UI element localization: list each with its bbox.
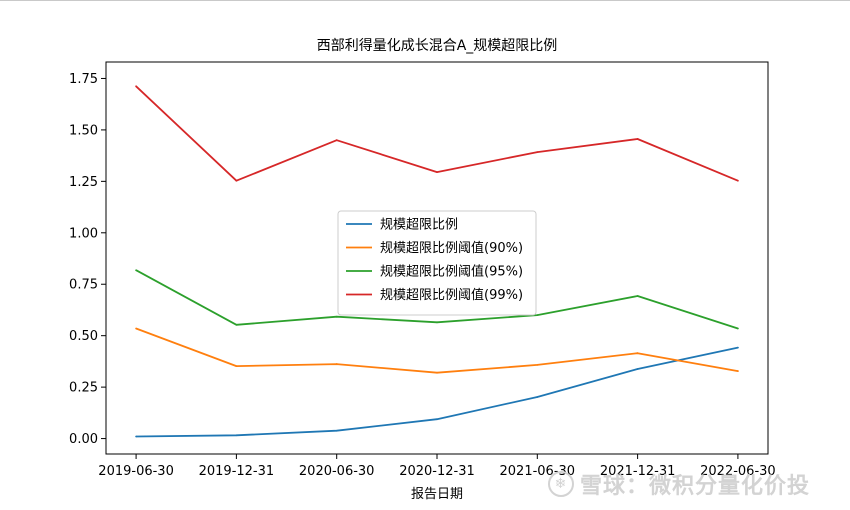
y-tick-label: 0.50	[69, 329, 98, 344]
data-point	[536, 363, 539, 366]
y-tick-label: 1.00	[69, 226, 98, 241]
data-point	[135, 269, 137, 272]
y-tick-label: 0.75	[69, 278, 98, 293]
x-tick-label: 2019-06-30	[98, 464, 174, 479]
data-point	[536, 396, 539, 398]
data-point	[135, 85, 137, 88]
data-point	[636, 138, 639, 140]
top-border	[0, 0, 850, 1]
x-tick-label: 2020-12-31	[399, 464, 475, 479]
data-point	[335, 315, 338, 318]
legend-label-2: 规模超限比例阈值(95%)	[380, 264, 523, 280]
series-line-0	[136, 346, 739, 438]
data-point	[135, 327, 137, 330]
legend-label-1: 规模超限比例阈值(90%)	[380, 240, 523, 256]
x-tick-label: 2022-06-30	[700, 464, 776, 479]
watermark: ❄ 雪球：微积分量化价投	[548, 468, 810, 500]
legend-label-0: 规模超限比例	[380, 218, 458, 233]
series-line-3	[135, 85, 739, 182]
data-point	[235, 365, 238, 368]
x-axis-label: 报告日期	[411, 487, 463, 502]
snowball-logo-icon: ❄	[548, 471, 574, 497]
chart-title: 西部利得量化成长混合A_规模超限比例	[317, 37, 558, 54]
data-point	[536, 151, 539, 154]
y-tick-label: 0.00	[69, 432, 98, 447]
data-point	[436, 371, 438, 374]
data-point	[536, 314, 539, 317]
y-tick-label: 1.25	[69, 175, 98, 190]
data-point	[737, 179, 739, 182]
data-point	[436, 171, 438, 173]
data-point	[636, 368, 639, 370]
legend-box	[337, 210, 537, 316]
x-tick-label: 2019-12-31	[199, 464, 275, 479]
data-point	[436, 321, 438, 324]
legend-label-3: 规模超限比例阈值(99%)	[380, 287, 523, 303]
y-axis: 0.00 0.25 0.50 0.75 1.00 1.25 1.50 1.75	[69, 72, 106, 447]
data-point	[335, 429, 338, 432]
y-tick-label: 0.25	[69, 381, 98, 396]
data-point	[135, 435, 137, 438]
data-point	[235, 179, 238, 182]
data-point	[335, 363, 338, 365]
data-point	[737, 370, 739, 372]
series-lines	[135, 85, 739, 438]
data-point	[636, 295, 639, 297]
x-tick-label: 2020-06-30	[299, 464, 375, 479]
x-tick-label: 2021-12-31	[600, 464, 676, 479]
data-point	[737, 346, 739, 349]
data-point	[235, 434, 238, 437]
y-tick-label: 1.50	[69, 123, 98, 138]
data-point	[636, 352, 639, 355]
data-point	[235, 323, 238, 326]
data-point	[436, 418, 438, 421]
watermark-text: 雪球：微积分量化价投	[580, 474, 811, 499]
data-point	[335, 139, 338, 142]
data-point	[737, 327, 739, 330]
y-tick-label: 1.75	[69, 72, 98, 87]
